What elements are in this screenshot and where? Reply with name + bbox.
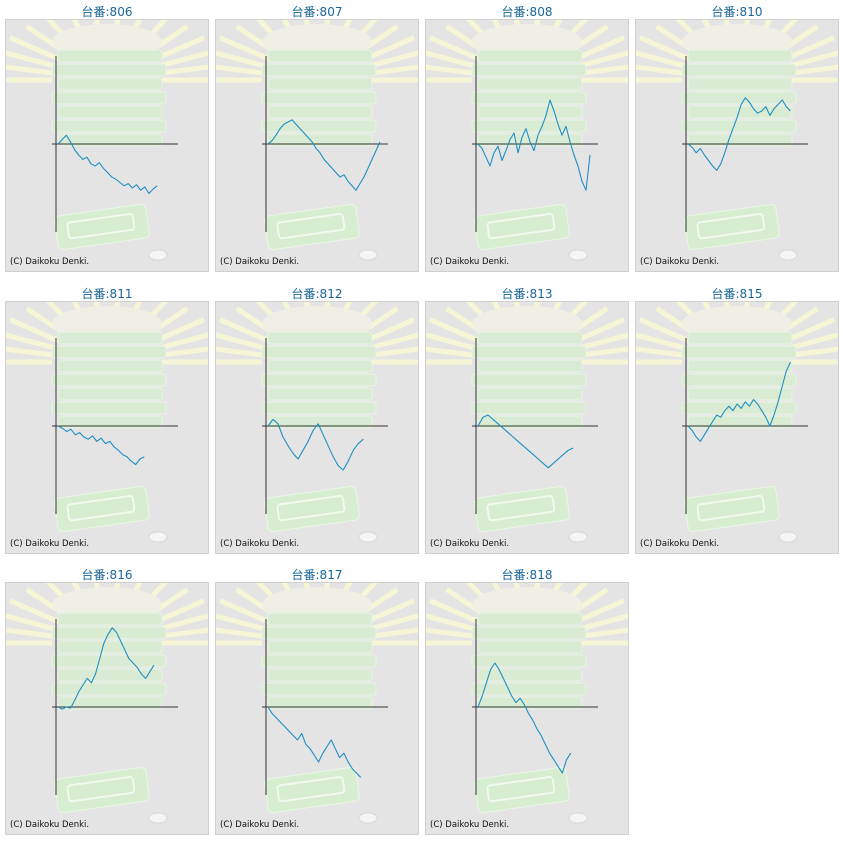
slump-graph <box>426 302 628 543</box>
copyright-text: (C) Daikoku Denki. <box>430 820 510 830</box>
pachislot-machine-watermark <box>426 583 628 824</box>
graph-panel: (C) Daikoku Denki. <box>635 301 839 554</box>
machine-number-title[interactable]: 台番:808 <box>501 5 553 19</box>
slump-series-line <box>477 99 591 191</box>
machine-number-title[interactable]: 台番:810 <box>711 5 763 19</box>
machine-number-title[interactable]: 台番:817 <box>291 568 343 582</box>
slump-graph <box>636 302 838 543</box>
copyright-text: (C) Daikoku Denki. <box>10 539 90 549</box>
copyright-text: (C) Daikoku Denki. <box>220 539 300 549</box>
machine-number-title[interactable]: 台番:813 <box>501 287 553 301</box>
slump-series-line <box>57 627 155 710</box>
pachislot-machine-watermark <box>636 20 838 261</box>
pachislot-machine-watermark <box>216 583 418 824</box>
slump-graph <box>6 583 208 824</box>
slump-series-line <box>477 662 572 774</box>
graph-panel: (C) Daikoku Denki. <box>215 301 419 554</box>
graph-panel: (C) Daikoku Denki. <box>5 301 209 554</box>
machine-number-title[interactable]: 台番:806 <box>81 5 133 19</box>
graph-panel: (C) Daikoku Denki. <box>635 19 839 272</box>
machine-graph-card: 台番:816 (C) Daikoku Denki. <box>5 563 209 837</box>
machine-number-title[interactable]: 台番:807 <box>291 5 343 19</box>
slump-graph <box>426 583 628 824</box>
slump-series-line <box>57 425 145 466</box>
graph-panel: (C) Daikoku Denki. <box>5 19 209 272</box>
machine-graph-card: 台番:815 (C) Daikoku Denki. <box>635 282 839 556</box>
graph-panel: (C) Daikoku Denki. <box>425 19 629 272</box>
slump-graph <box>6 302 208 543</box>
machine-graph-card: 台番:807 (C) Daikoku Denki. <box>215 0 419 274</box>
copyright-text: (C) Daikoku Denki. <box>430 539 510 549</box>
slump-series-line <box>687 361 791 442</box>
pachislot-machine-watermark <box>636 302 838 543</box>
slump-series-line <box>267 119 381 191</box>
machine-number-title[interactable]: 台番:811 <box>81 287 133 301</box>
slump-graph <box>216 583 418 824</box>
machine-graph-card: 台番:808 (C) Daikoku Denki. <box>425 0 629 274</box>
slump-graph <box>426 20 628 261</box>
machine-graph-card: 台番:811 (C) Daikoku Denki. <box>5 282 209 556</box>
slump-graph <box>216 20 418 261</box>
copyright-text: (C) Daikoku Denki. <box>640 257 720 267</box>
copyright-text: (C) Daikoku Denki. <box>10 820 90 830</box>
slump-graph <box>216 302 418 543</box>
slump-graph <box>6 20 208 261</box>
copyright-text: (C) Daikoku Denki. <box>430 257 510 267</box>
slump-graph <box>636 20 838 261</box>
graph-panel: (C) Daikoku Denki. <box>425 301 629 554</box>
pachislot-machine-watermark <box>216 302 418 543</box>
pachislot-machine-watermark <box>426 302 628 543</box>
pachislot-machine-watermark <box>216 20 418 261</box>
graph-panel: (C) Daikoku Denki. <box>425 582 629 835</box>
pachislot-machine-watermark <box>6 302 208 543</box>
machine-number-title[interactable]: 台番:815 <box>711 287 763 301</box>
copyright-text: (C) Daikoku Denki. <box>220 820 300 830</box>
graph-panel: (C) Daikoku Denki. <box>215 19 419 272</box>
pachislot-machine-watermark <box>6 20 208 261</box>
copyright-text: (C) Daikoku Denki. <box>640 539 720 549</box>
machine-number-title[interactable]: 台番:812 <box>291 287 343 301</box>
slump-series-line <box>57 134 158 195</box>
machine-graph-card: 台番:810 (C) Daikoku Denki. <box>635 0 839 274</box>
copyright-text: (C) Daikoku Denki. <box>220 257 300 267</box>
machine-graph-card: 台番:812 (C) Daikoku Denki. <box>215 282 419 556</box>
machine-number-title[interactable]: 台番:816 <box>81 568 133 582</box>
machine-graph-card: 台番:806 (C) Daikoku Denki. <box>5 0 209 274</box>
copyright-text: (C) Daikoku Denki. <box>10 257 90 267</box>
slump-series-line <box>267 418 364 471</box>
slump-series-line <box>687 97 791 171</box>
machine-number-title[interactable]: 台番:818 <box>501 568 553 582</box>
slump-series-line <box>477 414 574 469</box>
graph-panel: (C) Daikoku Denki. <box>215 582 419 835</box>
pachislot-machine-watermark <box>6 583 208 824</box>
machine-graph-card: 台番:813 (C) Daikoku Denki. <box>425 282 629 556</box>
graph-panel: (C) Daikoku Denki. <box>5 582 209 835</box>
machine-graph-card: 台番:818 (C) Daikoku Denki. <box>425 563 629 837</box>
pachislot-machine-watermark <box>426 20 628 261</box>
slump-series-line <box>267 706 362 778</box>
machine-graph-card: 台番:817 (C) Daikoku Denki. <box>215 563 419 837</box>
